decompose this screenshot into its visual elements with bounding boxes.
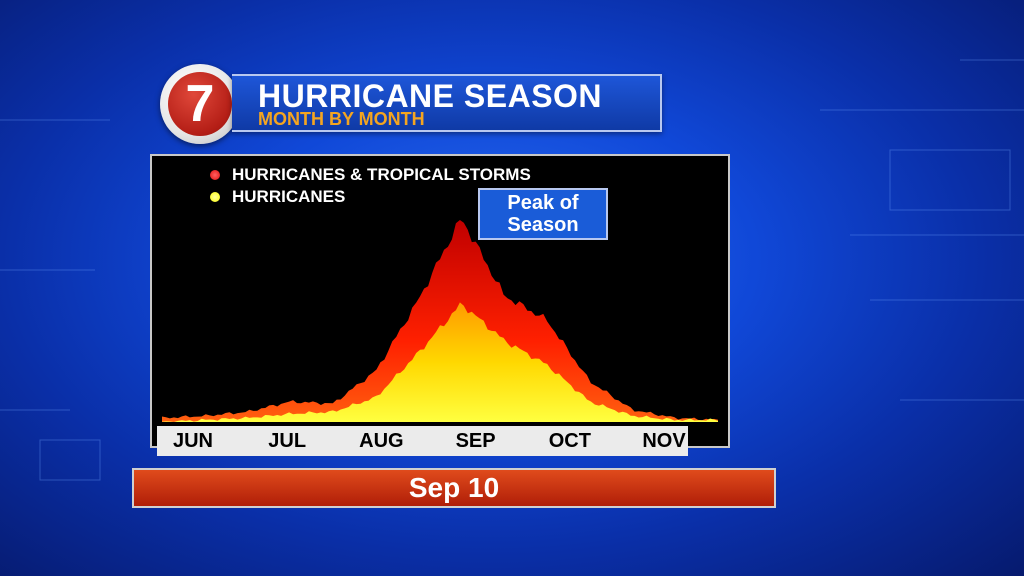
legend-label-storms: HURRICANES & TROPICAL STORMS	[232, 165, 531, 184]
logo-number: 7	[168, 72, 232, 136]
page-title: HURRICANE SEASON	[258, 78, 603, 114]
yellow-dot-icon	[210, 192, 220, 202]
series-area-storms	[162, 220, 718, 422]
month-label: SEP	[455, 430, 496, 452]
legend-item-hurricanes: HURRICANES	[210, 186, 531, 208]
month-label: AUG	[359, 430, 404, 452]
chart-panel: HURRICANES & TROPICAL STORMS HURRICANES …	[150, 154, 730, 448]
peak-annotation: Peak of Season	[478, 188, 608, 240]
series-area-hurricanes	[162, 302, 718, 422]
chart-legend: HURRICANES & TROPICAL STORMS HURRICANES	[210, 164, 531, 208]
title-banner: HURRICANE SEASON MONTH BY MONTH	[232, 74, 662, 132]
channel-7-logo: 7	[160, 64, 240, 144]
date-banner: Sep 10	[132, 468, 776, 508]
month-label: NOV	[642, 430, 686, 452]
legend-item-storms: HURRICANES & TROPICAL STORMS	[210, 164, 531, 186]
area-chart	[162, 220, 718, 422]
page-subtitle: MONTH BY MONTH	[258, 109, 425, 129]
month-label: JUL	[268, 430, 307, 452]
red-dot-icon	[210, 170, 220, 180]
legend-label-hurricanes: HURRICANES	[232, 187, 346, 206]
month-label: JUN	[172, 430, 214, 452]
month-label: OCT	[548, 430, 591, 452]
month-axis: JUN JUL AUG SEP OCT NOV	[157, 426, 688, 456]
